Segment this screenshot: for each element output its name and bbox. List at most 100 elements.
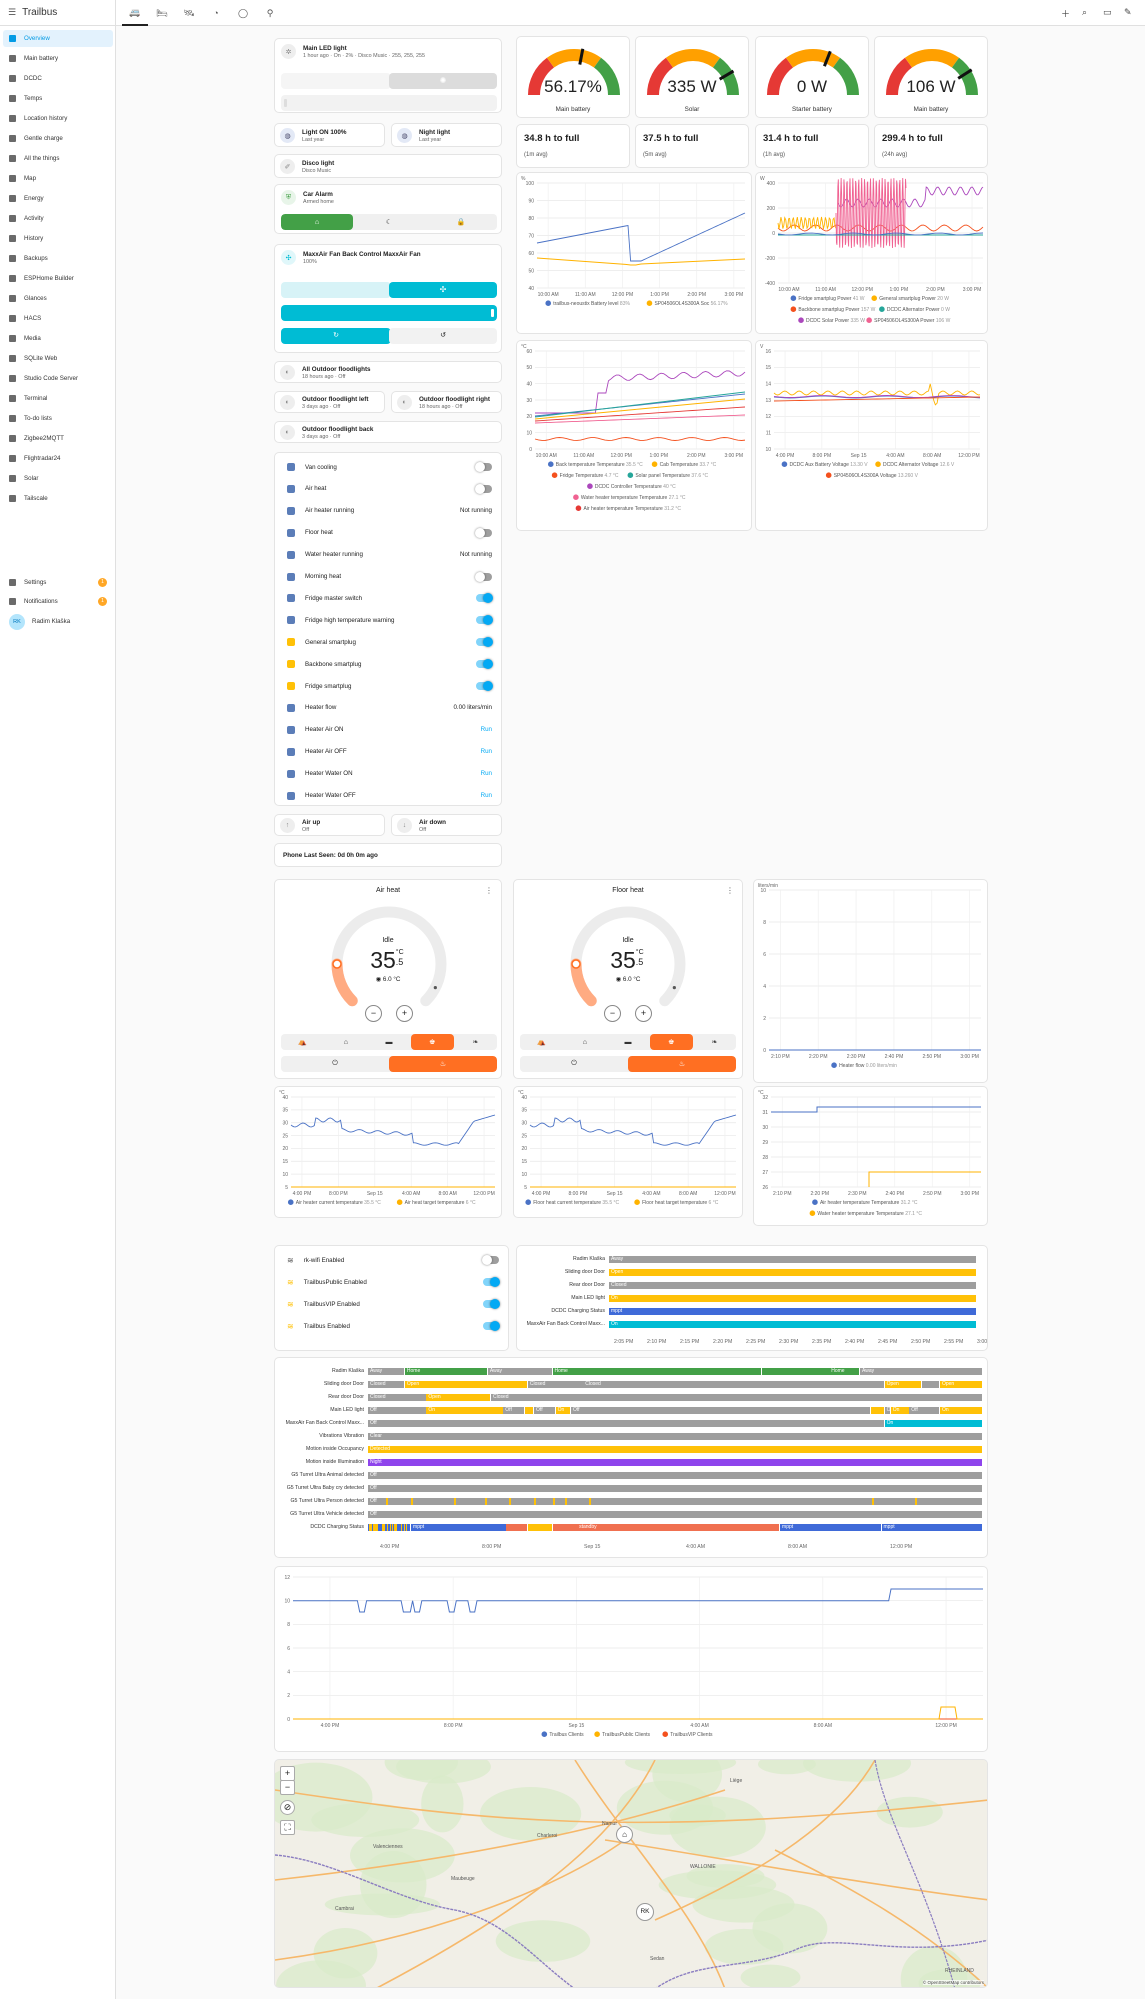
timeline-segment[interactable]: Off [368, 1472, 982, 1479]
run-button[interactable]: Run [481, 770, 492, 777]
person-detected-segment[interactable] [565, 1498, 567, 1505]
zoom-in-button[interactable]: + [280, 1766, 295, 1781]
preset-sleep-icon[interactable]: ⛺ [281, 1034, 324, 1050]
person-detected-segment[interactable] [915, 1498, 917, 1505]
tab-bed[interactable]: 🛏 [149, 0, 175, 26]
preset-eco-icon[interactable]: ❧ [454, 1034, 497, 1050]
sidebar-item-zigbee2mqtt[interactable]: Zigbee2MQTT [3, 430, 113, 447]
charging-status-segment[interactable] [392, 1524, 393, 1531]
timeline-segment[interactable]: Open [405, 1381, 527, 1388]
timeline-segment[interactable]: Off [534, 1407, 555, 1414]
sidebar-item-gentle-charge[interactable]: Gentle charge [3, 130, 113, 147]
increase-button[interactable]: + [396, 1005, 413, 1022]
preset-sleep-icon[interactable]: ⛺ [520, 1034, 563, 1050]
timeline-segment[interactable]: Closed [368, 1394, 426, 1401]
timeline-segment[interactable]: Closed [368, 1381, 404, 1388]
arm-away-button[interactable]: 🔒 [425, 214, 497, 230]
toggle-switch[interactable] [476, 682, 492, 690]
sidebar-item-history[interactable]: History [3, 230, 113, 247]
sidebar-item-glances[interactable]: Glances [3, 290, 113, 307]
timeline-segment[interactable]: Detected [368, 1446, 982, 1453]
timeline-segment[interactable]: Open [940, 1381, 982, 1388]
timeline-segment[interactable]: Off [368, 1511, 982, 1518]
fan-direction-reverse-button[interactable]: ↺ [389, 328, 497, 344]
person-detected-segment[interactable] [411, 1498, 413, 1505]
arm-night-button[interactable]: ☾ [353, 214, 425, 230]
timeline-segment[interactable]: On [891, 1407, 909, 1414]
timeline-segment[interactable]: Home [553, 1368, 712, 1375]
air-down-card[interactable]: ↓ Air down Off [391, 814, 502, 836]
timeline-segment[interactable] [871, 1407, 884, 1414]
charging-status-segment[interactable] [396, 1524, 397, 1531]
preset-home-icon[interactable]: ⌂ [324, 1034, 367, 1050]
timeline-bar[interactable]: Closed [609, 1282, 976, 1289]
timeline-segment[interactable]: Clear [368, 1433, 982, 1440]
timeline-segment[interactable]: Closed [528, 1381, 583, 1388]
timeline-segment[interactable] [528, 1524, 552, 1531]
air-up-card[interactable]: ↑ Air up Off [274, 814, 385, 836]
toggle-switch[interactable] [476, 594, 492, 602]
timeline-segment[interactable]: On [940, 1407, 982, 1414]
run-button[interactable]: Run [481, 748, 492, 755]
preset-person-icon[interactable]: ♚ [411, 1034, 454, 1050]
preset-bed-icon[interactable]: ▬ [367, 1034, 410, 1050]
sidebar-item-dcdc[interactable]: DCDC [3, 70, 113, 87]
timeline-segment[interactable]: Closed [583, 1381, 884, 1388]
charging-status-segment[interactable] [369, 1524, 370, 1531]
preset-eco-icon[interactable]: ❧ [693, 1034, 736, 1050]
led-off-button[interactable] [281, 73, 391, 89]
person-marker[interactable]: RK [636, 1903, 654, 1921]
timeline-segment[interactable]: Off [368, 1498, 982, 1505]
timeline-segment[interactable] [525, 1407, 534, 1414]
led-on-button[interactable]: ✺ [389, 73, 497, 89]
increase-button[interactable]: + [635, 1005, 652, 1022]
timeline-segment[interactable]: On [556, 1407, 571, 1414]
sidebar-item-all-the-things[interactable]: All the things [3, 150, 113, 167]
toggle-switch[interactable] [483, 1278, 499, 1286]
toggle-switch[interactable] [483, 1256, 499, 1264]
fan-speed-slider[interactable] [281, 305, 497, 321]
run-button[interactable]: Run [481, 792, 492, 799]
disco-light-card[interactable]: ✐ Disco light Disco Music [274, 154, 502, 178]
timeline-segment[interactable] [506, 1524, 527, 1531]
floodlight-left-card[interactable]: ◐ Outdoor floodlight left 3 days ago · Off [274, 391, 385, 413]
all-floodlights-card[interactable]: ◐ All Outdoor floodlights 18 hours ago · O… [274, 361, 502, 383]
timeline-segment[interactable] [712, 1368, 761, 1375]
tab-person[interactable]: ⚲ [257, 0, 283, 26]
locate-icon[interactable]: ⊘ [280, 1800, 295, 1815]
person-detected-segment[interactable] [553, 1498, 555, 1505]
sidebar-item-terminal[interactable]: Terminal [3, 390, 113, 407]
heat-flame-icon[interactable]: ♨ [628, 1056, 736, 1072]
floodlight-right-card[interactable]: ◐ Outdoor floodlight right 18 hours ago · … [391, 391, 502, 413]
timeline-bar[interactable]: mppt [609, 1308, 976, 1315]
heat-flame-icon[interactable]: ♨ [389, 1056, 497, 1072]
timeline-segment[interactable]: Off [503, 1407, 524, 1414]
timeline-segment[interactable]: Off [368, 1407, 426, 1414]
timeline-segment[interactable] [762, 1368, 829, 1375]
sidebar-item-studio-code-server[interactable]: Studio Code Server [3, 370, 113, 387]
add-icon[interactable]: ＋ [1061, 7, 1070, 20]
sidebar-item-sqlite-web[interactable]: SQLite Web [3, 350, 113, 367]
sidebar-item-energy[interactable]: Energy [3, 190, 113, 207]
fan-direction-forward-button[interactable]: ↻ [281, 328, 391, 344]
decrease-button[interactable]: − [365, 1005, 382, 1022]
sidebar-item-media[interactable]: Media [3, 330, 113, 347]
sidebar-item-esphome-builder[interactable]: ESPHome Builder [3, 270, 113, 287]
home-marker[interactable]: ⌂ [616, 1826, 633, 1843]
preset-person-icon[interactable]: ♚ [650, 1034, 693, 1050]
decrease-button[interactable]: − [604, 1005, 621, 1022]
timeline-segment[interactable]: Closed [491, 1394, 982, 1401]
timeline-segment[interactable]: Home [405, 1368, 487, 1375]
timeline-segment[interactable] [878, 1368, 982, 1375]
toggle-switch[interactable] [476, 660, 492, 668]
search-icon[interactable]: ⌕ [1082, 7, 1087, 18]
sidebar-item-user[interactable]: RK Radim Klaška [3, 612, 113, 631]
sidebar-item-to-do-lists[interactable]: To-do lists [3, 410, 113, 427]
charging-status-segment[interactable] [376, 1524, 377, 1531]
person-detected-segment[interactable] [534, 1498, 536, 1505]
timeline-segment[interactable]: Away [368, 1368, 404, 1375]
timeline-segment[interactable]: Away [860, 1368, 878, 1375]
timeline-bar[interactable]: On [609, 1321, 976, 1328]
run-button[interactable]: Run [481, 726, 492, 733]
arm-home-button[interactable]: ⌂ [281, 214, 353, 230]
